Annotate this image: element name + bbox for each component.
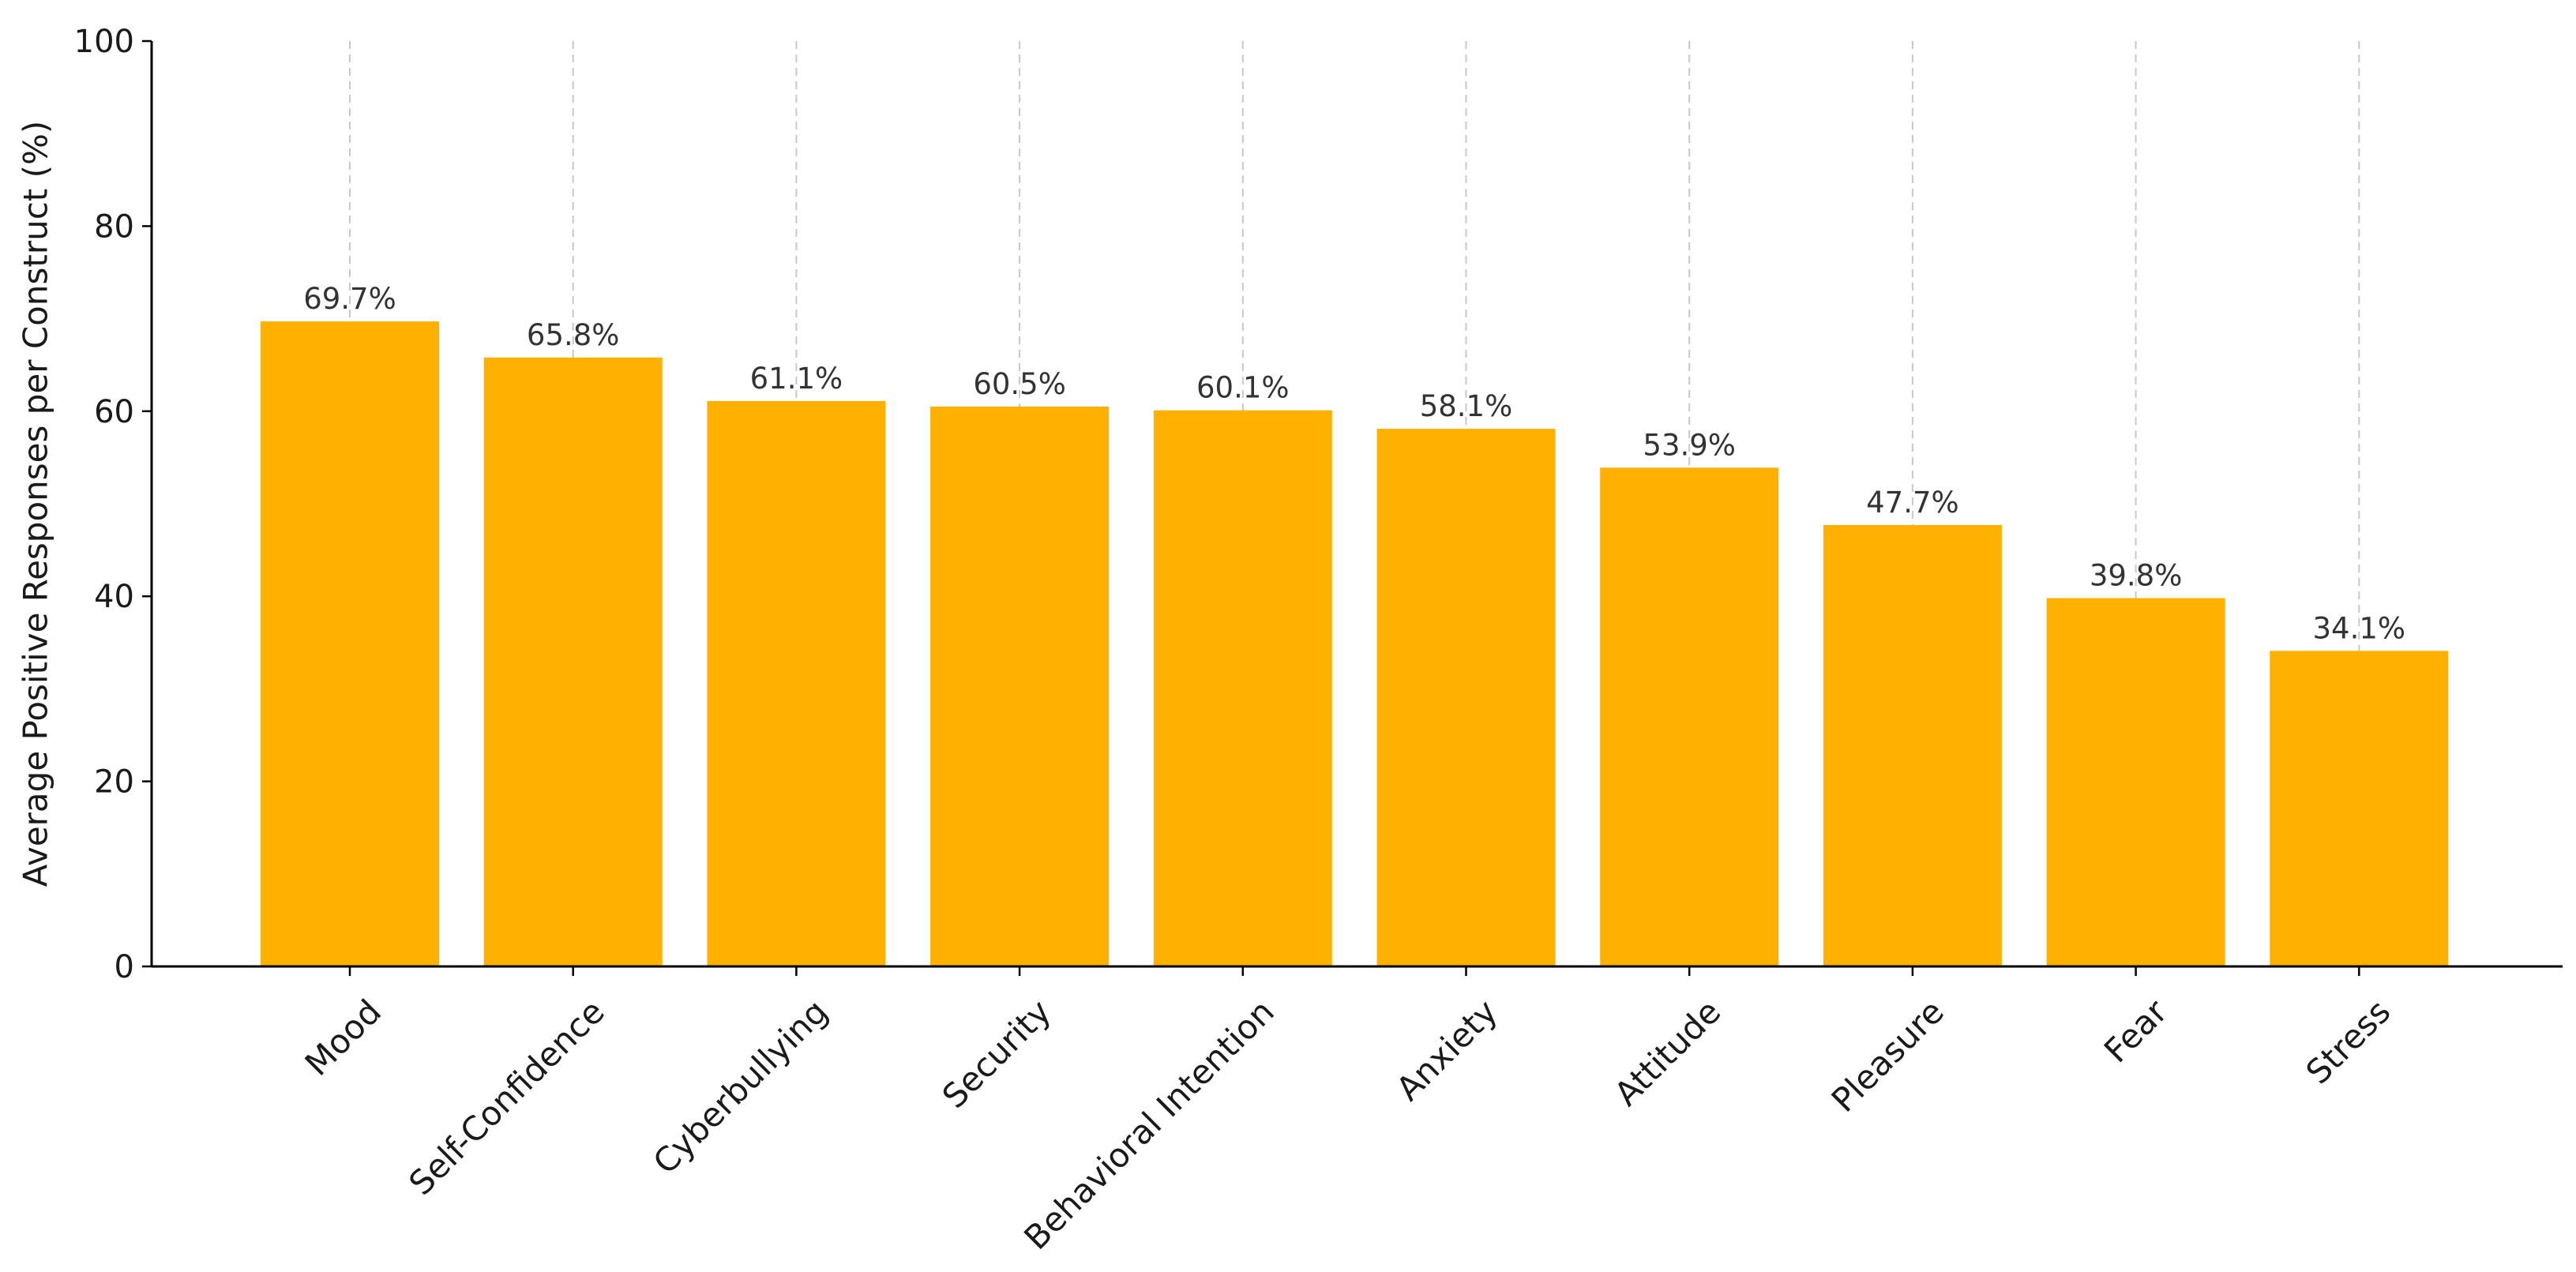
y-tick-label: 100 — [74, 24, 134, 60]
x-tick-label: Cyberbullying — [646, 992, 836, 1181]
x-tick-label: Self-Confidence — [401, 992, 612, 1203]
data-label: 69.7% — [303, 282, 396, 316]
y-tick-label: 20 — [94, 764, 134, 801]
data-label: 53.9% — [1643, 428, 1736, 462]
bars — [261, 321, 2449, 967]
data-label: 60.5% — [973, 367, 1066, 401]
y-tick-label: 40 — [94, 579, 134, 615]
x-tick-label: Attitude — [1607, 992, 1729, 1113]
data-label: 65.8% — [527, 318, 620, 352]
bar-attitude — [1600, 467, 1779, 966]
bar-security — [930, 406, 1110, 966]
data-label: 34.1% — [2313, 611, 2406, 645]
x-tick-label: Stress — [2299, 992, 2398, 1091]
x-tick-label: Mood — [298, 992, 389, 1083]
x-tick-label: Fear — [2097, 992, 2175, 1070]
y-tick-label: 0 — [115, 949, 134, 985]
data-label: 39.8% — [2090, 559, 2183, 593]
bar-pleasure — [1823, 524, 2002, 966]
y-tick-label: 60 — [94, 394, 134, 430]
data-label: 60.1% — [1196, 371, 1290, 405]
x-tick-label: Security — [935, 992, 1059, 1116]
bar-cyberbullying — [707, 400, 886, 967]
x-tick-label: Pleasure — [1824, 992, 1951, 1119]
data-label: 58.1% — [1420, 389, 1513, 423]
x-tick-label: Anxiety — [1389, 992, 1505, 1108]
y-axis-title: Average Positive Responses per Construct… — [17, 121, 55, 887]
y-tick-label: 80 — [94, 208, 134, 245]
x-tick-label: Behavioral Intention — [1016, 992, 1282, 1257]
bar-fear — [2046, 598, 2225, 966]
data-label: 61.1% — [750, 362, 843, 396]
bar-stress — [2270, 651, 2449, 966]
bar-anxiety — [1376, 429, 1556, 966]
bar-self-confidence — [483, 357, 663, 967]
bar-behavioral-intention — [1153, 410, 1332, 966]
bar-mood — [261, 321, 439, 967]
axes — [142, 39, 2563, 976]
data-label: 47.7% — [1866, 486, 1959, 520]
